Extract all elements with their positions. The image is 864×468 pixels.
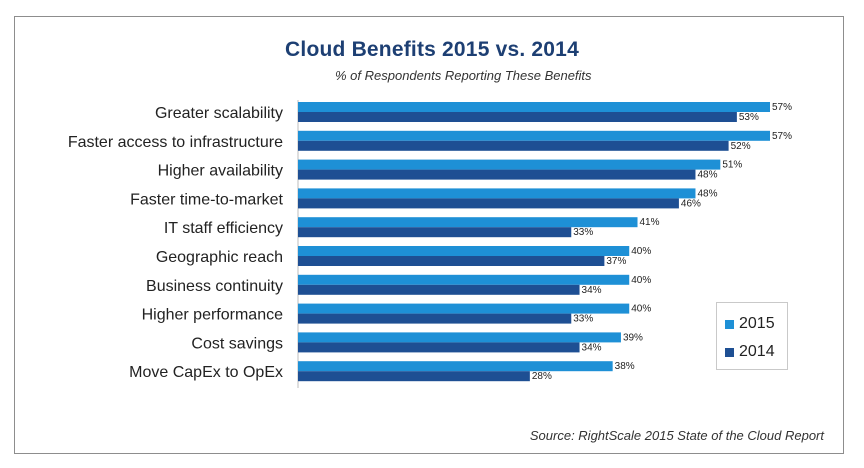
chart-title: Cloud Benefits 2015 vs. 2014: [285, 38, 579, 61]
data-label-2014: 46%: [681, 198, 701, 209]
category-label: Greater scalability: [155, 105, 283, 122]
bar-2015: [298, 217, 638, 228]
bar-2015: [298, 361, 613, 372]
bar-2014: [298, 313, 572, 324]
data-label-2015: 57%: [772, 131, 792, 142]
legend-item-2014: 2014: [725, 343, 775, 361]
data-label-2015: 40%: [631, 246, 651, 257]
data-label-2014: 28%: [532, 371, 552, 382]
data-label-2014: 34%: [582, 285, 602, 296]
category-label: Cost savings: [191, 335, 283, 352]
bar-2014: [298, 371, 530, 382]
bar-2015: [298, 303, 630, 314]
bar-2014: [298, 140, 729, 151]
bar-2015: [298, 159, 721, 170]
bar-2015: [298, 188, 696, 199]
bar-2015: [298, 274, 630, 285]
legend-item-2015: 2015: [725, 315, 775, 333]
data-label-2015: 40%: [631, 275, 651, 286]
data-label-2014: 48%: [697, 170, 717, 181]
category-label: Move CapEx to OpEx: [129, 364, 283, 381]
category-label: Higher availability: [158, 163, 283, 180]
data-label-2015: 48%: [697, 188, 717, 199]
bar-2015: [298, 246, 630, 256]
data-label-2015: 40%: [631, 304, 651, 315]
category-label: Geographic reach: [156, 249, 283, 266]
data-label-2014: 53%: [739, 112, 759, 123]
bar-2014: [298, 169, 696, 180]
data-label-2014: 33%: [573, 227, 593, 238]
bar-2014: [298, 256, 605, 266]
data-label-2014: 37%: [606, 256, 626, 267]
bar-2014: [298, 227, 572, 238]
bar-2014: [298, 284, 580, 295]
bar-2014: [298, 342, 580, 353]
category-label: Faster access to infrastructure: [68, 134, 283, 151]
category-label: Faster time-to-market: [130, 191, 283, 208]
category-label: Higher performance: [142, 307, 284, 324]
legend-swatch-2015: [725, 319, 734, 329]
data-label-2014: 52%: [731, 141, 751, 152]
bar-2015: [298, 102, 770, 112]
legend-label-2015: 2015: [739, 315, 775, 332]
data-label-2015: 41%: [640, 217, 660, 228]
legend-label-2014: 2014: [739, 343, 775, 360]
chart-subtitle: % of Respondents Reporting These Benefit…: [335, 68, 592, 83]
legend-swatch-2014: [725, 347, 734, 357]
source-note: Source: RightScale 2015 State of the Clo…: [529, 428, 824, 443]
bar-2014: [298, 198, 679, 209]
category-label: Business continuity: [146, 278, 283, 295]
data-label-2015: 38%: [615, 361, 635, 372]
bar-2015: [298, 332, 621, 343]
data-label-2015: 39%: [623, 332, 643, 343]
data-label-2015: 51%: [722, 160, 742, 171]
legend: 2015 2014: [716, 302, 788, 370]
bar-2015: [298, 130, 770, 141]
data-label-2015: 57%: [772, 102, 792, 113]
data-label-2014: 34%: [582, 342, 602, 353]
data-label-2014: 33%: [573, 314, 593, 325]
bar-2014: [298, 112, 737, 122]
category-label: IT staff efficiency: [164, 220, 283, 237]
